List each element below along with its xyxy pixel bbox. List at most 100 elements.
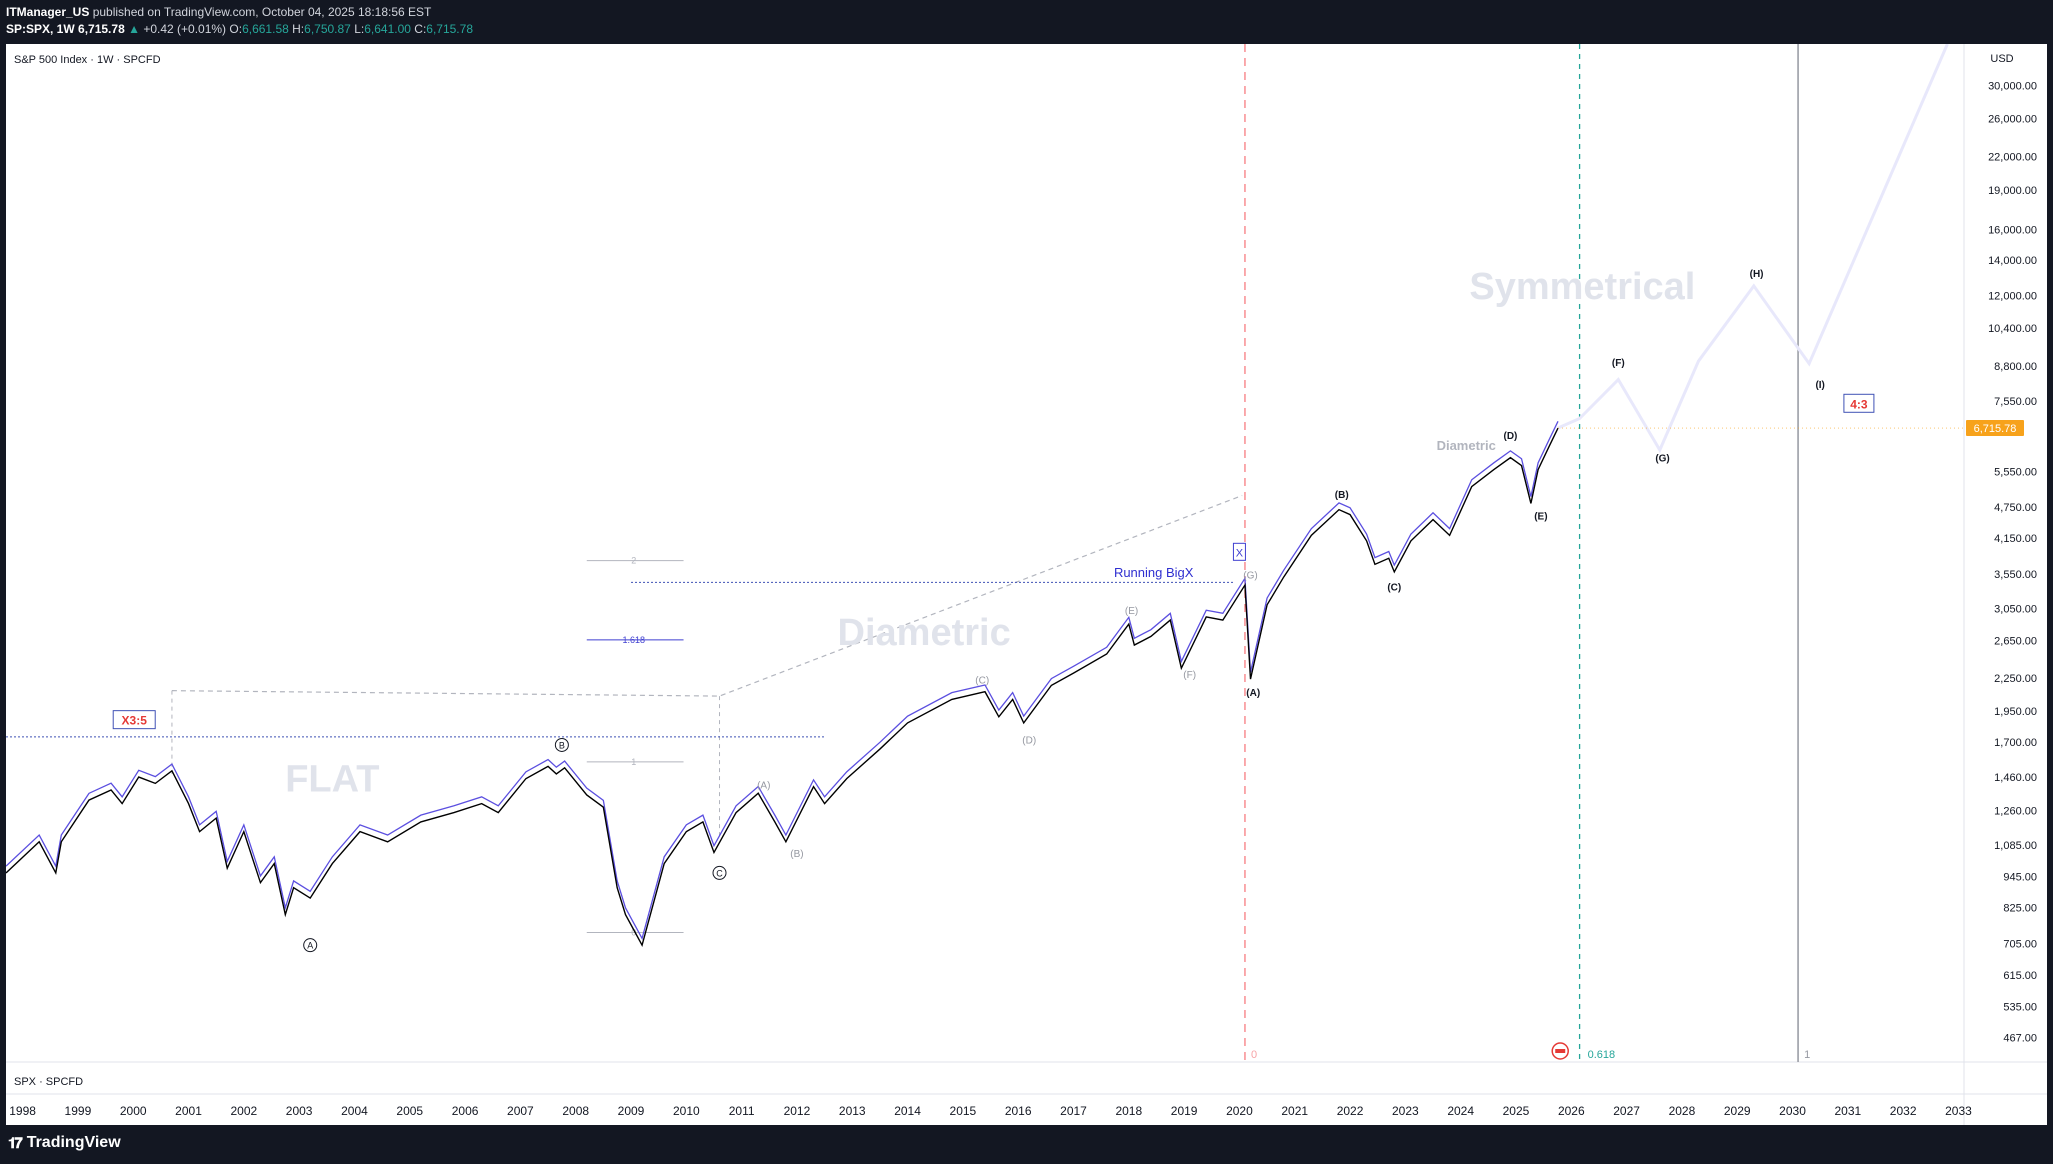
y-tick-label: 14,000.00 [1988, 255, 2037, 267]
x-tick-label: 2005 [396, 1104, 423, 1118]
symbol-footer: SPX · SPCFD [14, 1076, 84, 1088]
ohlc-line: SP:SPX, 1W 6,715.78 ▲ +0.42 (+0.01%) O:6… [6, 22, 473, 36]
y-tick-label: 1,950.00 [1994, 706, 2037, 718]
x-tick-label: 2009 [618, 1104, 645, 1118]
x-tick-label: 2019 [1171, 1104, 1198, 1118]
y-tick-label: 705.00 [2003, 939, 2037, 951]
up-arrow-icon: ▲ [128, 22, 140, 36]
author-name[interactable]: ITManager_US [6, 5, 90, 19]
wave-grey-a: (A) [757, 780, 770, 791]
wave-grey-g: (G) [1243, 570, 1257, 581]
y-tick-label: 535.00 [2003, 1002, 2037, 1014]
x35-label: X3:5 [122, 714, 148, 728]
x-tick-label: 2028 [1669, 1104, 1696, 1118]
y-tick-label: 22,000.00 [1988, 152, 2037, 164]
y-tick-label: 3,050.00 [1994, 604, 2037, 616]
wave-e: (E) [1534, 512, 1547, 523]
y-tick-label: 1,700.00 [1994, 737, 2037, 749]
wave-circle-a: A [307, 941, 313, 951]
wave-grey-d: (D) [1022, 736, 1036, 747]
wave-a: (A) [1246, 688, 1260, 699]
y-tick-label: 1,085.00 [1994, 840, 2037, 852]
x-tick-label: 2027 [1613, 1104, 1640, 1118]
x-tick-label: 2029 [1724, 1104, 1751, 1118]
diametric-watermark: Diametric [838, 612, 1011, 654]
x-box [1232, 542, 1246, 561]
chart-title: S&P 500 Index · 1W · SPCFD [14, 54, 161, 66]
open-label: O: [229, 22, 243, 36]
wave-circle-c: C [716, 868, 723, 878]
last-price: 6,715.78 [78, 22, 125, 36]
price-chart-svg[interactable]: 0 0.618 1 2 1.618 1 0 FLAT Diametric Symmetrical D… [6, 44, 2047, 1125]
x-tick-label: 1999 [65, 1104, 92, 1118]
projection-path [1557, 44, 1949, 454]
x-tick-label: 2010 [673, 1104, 700, 1118]
wave-circle-a-circle [303, 938, 318, 953]
y-tick-label: 2,250.00 [1994, 673, 2037, 685]
wave-circle-b-circle [554, 737, 569, 752]
x-tick-label: 2032 [1890, 1104, 1917, 1118]
y-tick-label: 2,650.00 [1994, 636, 2037, 648]
y-tick-label: 3,550.00 [1994, 569, 2037, 581]
y-tick-label: 12,000.00 [1988, 290, 2037, 302]
y-tick-label: 16,000.00 [1988, 224, 2037, 236]
wave-circle-c-circle [712, 865, 727, 880]
x-tick-label: 2033 [1945, 1104, 1972, 1118]
y-tick-label: 7,550.00 [1994, 396, 2037, 408]
y-tick-label: 30,000.00 [1988, 81, 2037, 93]
y-tick-label: 467.00 [2003, 1033, 2037, 1045]
y-tick-label: 825.00 [2003, 903, 2037, 915]
x-tick-label: 2015 [950, 1104, 977, 1118]
x-tick-label: 2007 [507, 1104, 534, 1118]
x-tick-label: 2016 [1005, 1104, 1032, 1118]
author-line: ITManager_US published on TradingView.co… [6, 5, 431, 19]
x-tick-label: 2008 [562, 1104, 589, 1118]
wave-f: (F) [1612, 358, 1625, 369]
tradingview-logo-icon: 𝟏𝟕 [8, 1134, 23, 1152]
x-tick-label: 2003 [286, 1104, 313, 1118]
y-tick-label: 1,260.00 [1994, 806, 2037, 818]
x-tick-label: 2021 [1281, 1104, 1308, 1118]
chart-area[interactable]: 0 0.618 1 2 1.618 1 0 FLAT Diametric Symmetrical D… [6, 44, 2047, 1125]
x-tick-label: 2022 [1337, 1104, 1364, 1118]
tradingview-logo[interactable]: 𝟏𝟕 TradingView [8, 1134, 121, 1152]
x-tick-label: 1998 [9, 1104, 36, 1118]
x-tick-label: 2011 [729, 1104, 755, 1118]
x-tick-label: 2002 [230, 1104, 257, 1118]
red-vline-label: 0 [1251, 1049, 1257, 1061]
wave-grey-f: (F) [1183, 670, 1196, 681]
y-tick-label: 945.00 [2003, 872, 2037, 884]
diametric-small-label: Diametric [1437, 438, 1496, 453]
ratio-43-label: 4:3 [1850, 397, 1868, 411]
y-tick-label: 26,000.00 [1988, 113, 2037, 125]
fib-2-label: 2 [631, 556, 636, 566]
symbol-interval: SP:SPX, 1W [6, 22, 75, 36]
brand-name: TradingView [26, 1134, 121, 1151]
x-tick-label: 2013 [839, 1104, 866, 1118]
wave-grey-c: (C) [975, 675, 989, 686]
x35-box [112, 710, 156, 730]
wave-d: (D) [1504, 431, 1518, 442]
y-tick-label: 5,550.00 [1994, 467, 2037, 479]
wave-h: (H) [1750, 269, 1764, 280]
wave-grey-b: (B) [790, 849, 803, 860]
y-tick-label: 1,460.00 [1994, 772, 2037, 784]
x-tick-label: 2000 [120, 1104, 147, 1118]
x-tick-label: 2020 [1226, 1104, 1253, 1118]
x-tick-label: 2012 [784, 1104, 811, 1118]
close-value: 6,715.78 [426, 22, 473, 36]
x-tick-label: 2026 [1558, 1104, 1585, 1118]
high-label: H: [292, 22, 305, 36]
price-badge-text: 6,715.78 [1974, 423, 2017, 435]
low-label: L: [354, 22, 365, 36]
gray-vline-label: 1 [1804, 1049, 1810, 1061]
y-tick-label: 19,000.00 [1988, 185, 2037, 197]
x-tick-label: 2025 [1503, 1104, 1530, 1118]
x-tick-label: 2001 [175, 1104, 202, 1118]
x-box-label: X [1236, 547, 1244, 559]
y-tick-label: 4,150.00 [1994, 533, 2037, 545]
x-tick-label: 2031 [1834, 1104, 1861, 1118]
y-tick-label: 8,800.00 [1994, 361, 2037, 373]
moving-average-line [6, 421, 1559, 941]
wave-b: (B) [1335, 490, 1349, 501]
